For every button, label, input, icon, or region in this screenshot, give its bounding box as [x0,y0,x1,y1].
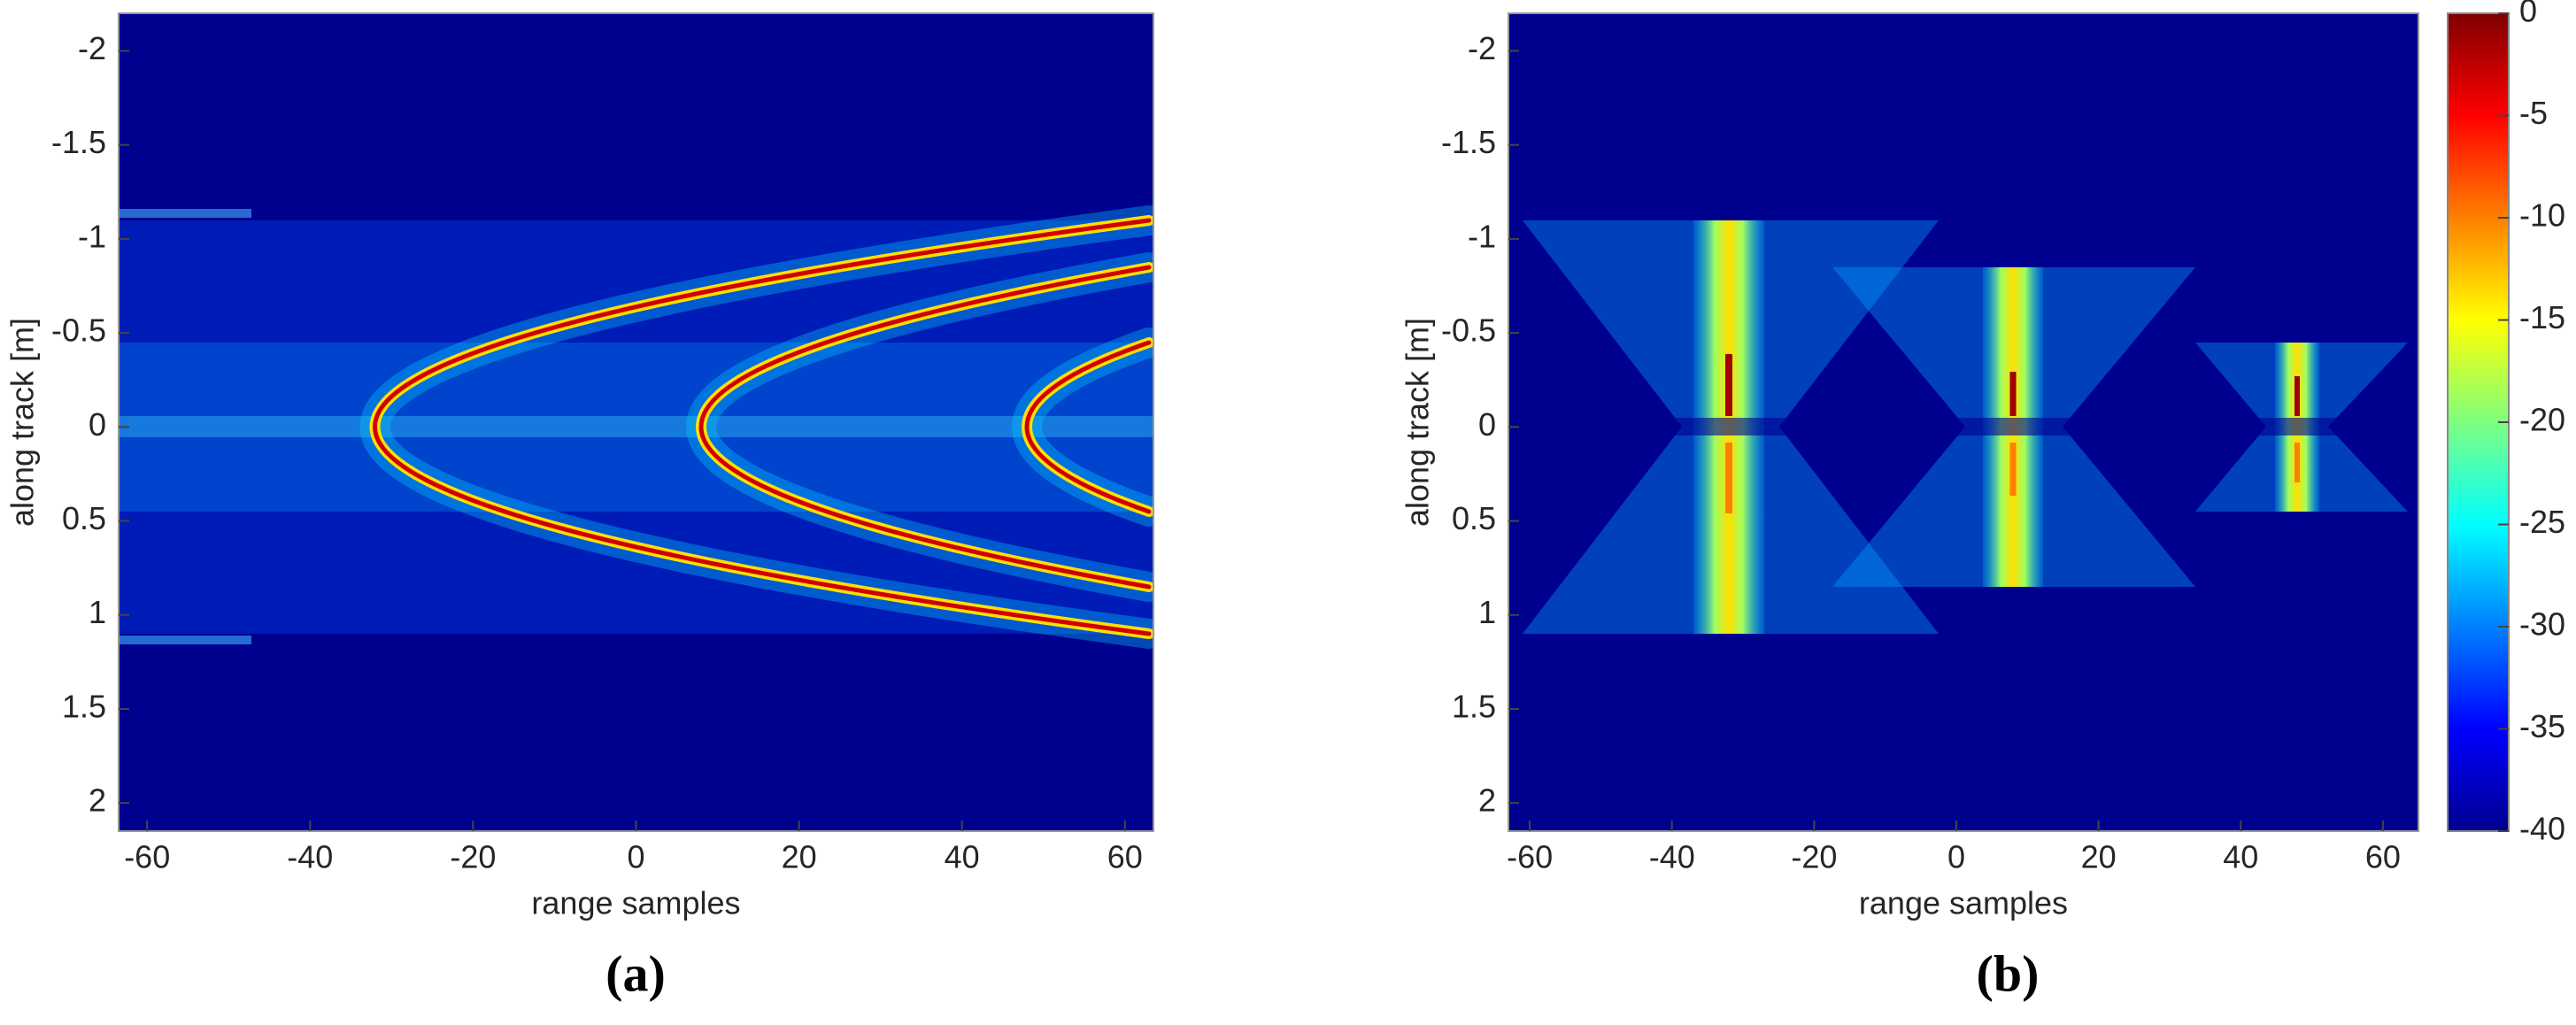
y-tick-label: -1 [1468,218,1496,254]
colorbar-tick-label: -25 [2519,504,2565,540]
y-axis-label: along track [m] [4,318,41,527]
x-tick-label: -40 [287,839,333,875]
caption: (a) [605,944,666,1002]
x-tick-label: 0 [1947,839,1965,875]
x-tick-label: 0 [627,839,644,875]
x-tick-label: 20 [2081,839,2117,875]
caption: (b) [1977,944,2040,1002]
x-tick-label: 60 [1107,839,1143,875]
x-tick-label: -60 [124,839,170,875]
y-tick-label: 1.5 [62,688,106,724]
y-tick-label: 1.5 [1452,688,1496,724]
y-tick-label: -1.5 [51,124,106,160]
y-tick-label: 1 [1478,594,1496,630]
colorbar-tick-label: -40 [2519,811,2565,847]
colorbar-tick-label: -5 [2519,95,2548,131]
heatmap-a [119,13,1153,831]
x-tick-label: 40 [2223,839,2258,875]
y-tick-label: 1 [89,594,106,630]
y-tick-label: 2 [1478,782,1496,819]
y-tick-label: -1.5 [1441,124,1496,160]
focused-targets [1508,220,2418,634]
y-tick-label: -0.5 [1441,312,1496,349]
y-axis-label: along track [m] [1400,318,1436,527]
plot-frame [1508,12,2419,832]
colorbar-tick-label: -35 [2519,708,2565,744]
colorbar-tick-label: -30 [2519,606,2565,643]
heatmap-background [119,13,1153,831]
y-tick-label: -2 [78,30,106,66]
y-tick-label: 2 [89,782,106,819]
y-tick-label: 0 [1478,406,1496,443]
colorbar-tick-label: -15 [2519,299,2565,335]
x-tick-label: -20 [1791,839,1837,875]
x-axis-label: range samples [531,885,740,921]
x-axis-label: range samples [1859,885,2068,921]
y-tick-label: -0.5 [51,312,106,349]
y-tick-label: 0 [89,406,106,443]
range-curves [119,205,1153,649]
y-tick-label: -1 [78,218,106,254]
y-tick-label: -2 [1468,30,1496,66]
x-tick-label: 60 [2365,839,2401,875]
x-tick-label: 20 [782,839,817,875]
x-tick-label: -40 [1649,839,1695,875]
colorbar-tick-label: -20 [2519,402,2565,438]
x-tick-label: 40 [945,839,980,875]
y-tick-label: 0.5 [1452,500,1496,536]
colorbar-tick-label: -10 [2519,197,2565,234]
colorbar-tick-label: 0 [2519,0,2537,29]
y-tick-label: 0.5 [62,500,106,536]
x-tick-label: -60 [1507,839,1553,875]
x-tick-label: -20 [450,839,496,875]
